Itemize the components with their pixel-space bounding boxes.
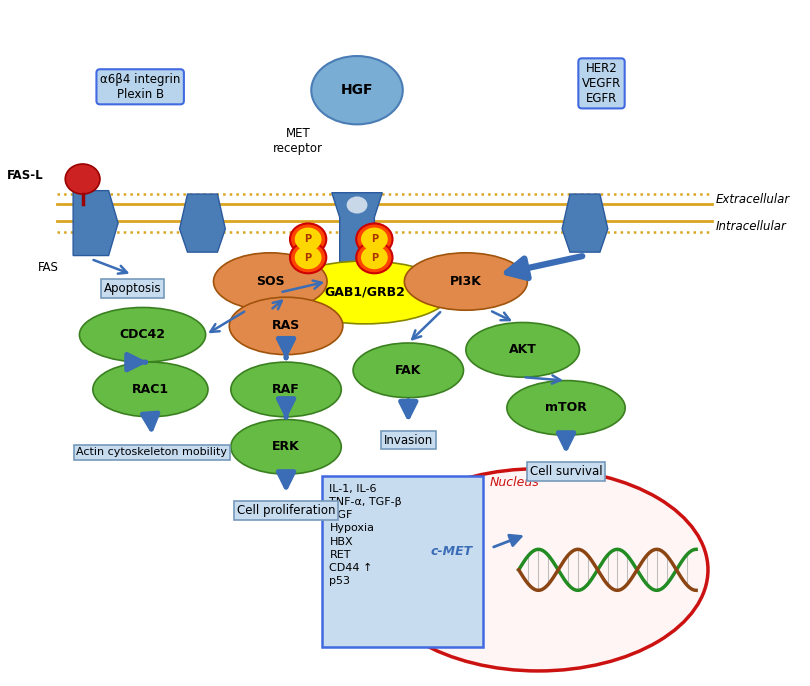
Text: Cell proliferation: Cell proliferation [237,504,335,517]
Text: MET
receptor: MET receptor [273,128,323,156]
Polygon shape [180,194,225,252]
Text: HER2
VEGFR
EGFR: HER2 VEGFR EGFR [582,62,621,105]
Text: mTOR: mTOR [545,401,587,414]
Text: P: P [305,234,312,244]
Ellipse shape [353,343,463,398]
Polygon shape [73,191,118,256]
Text: HGF: HGF [341,83,373,97]
Text: FAK: FAK [395,364,421,377]
Text: IL-1, IL-6
TNF-α, TGF-β
HGF
Hypoxia
HBX
RET
CD44 ↑
p53: IL-1, IL-6 TNF-α, TGF-β HGF Hypoxia HBX … [330,484,402,586]
Text: Cell survival: Cell survival [530,465,603,478]
Circle shape [295,228,322,251]
Text: RAF: RAF [272,383,300,396]
Circle shape [66,164,100,194]
Text: Extracellular: Extracellular [716,193,790,206]
Ellipse shape [231,362,341,417]
Circle shape [356,224,393,255]
Text: P: P [305,252,312,263]
Text: α6β4 integrin
Plexin B: α6β4 integrin Plexin B [100,73,181,101]
Ellipse shape [347,196,368,213]
Circle shape [295,246,322,269]
Circle shape [290,242,326,273]
Polygon shape [332,193,382,274]
Circle shape [356,242,393,273]
Text: AKT: AKT [509,343,536,356]
Text: Invasion: Invasion [384,434,433,447]
FancyBboxPatch shape [322,476,484,647]
Ellipse shape [369,469,708,671]
Text: PI3K: PI3K [450,275,482,288]
Ellipse shape [466,322,579,377]
Text: P: P [371,252,378,263]
Ellipse shape [404,253,527,310]
Text: FAS-L: FAS-L [6,169,43,182]
Text: RAS: RAS [272,320,301,333]
Circle shape [290,224,326,255]
Text: SOS: SOS [256,275,284,288]
Text: Apoptosis: Apoptosis [104,282,161,295]
Text: CDC42: CDC42 [120,329,165,342]
Text: Nucleus: Nucleus [490,476,539,489]
Text: GAB1/GRB2: GAB1/GRB2 [325,286,405,299]
Ellipse shape [79,307,206,362]
Text: P: P [371,234,378,244]
Text: Actin cytoskeleton mobility: Actin cytoskeleton mobility [76,447,228,458]
Ellipse shape [507,381,625,435]
Text: ERK: ERK [272,440,300,453]
Circle shape [361,228,388,251]
Text: c-MET: c-MET [431,545,473,558]
Text: Intracellular: Intracellular [716,220,787,233]
Ellipse shape [231,420,341,474]
Text: FAS: FAS [38,261,59,274]
Ellipse shape [229,297,343,355]
Text: RAC1: RAC1 [132,383,169,396]
Ellipse shape [214,253,327,310]
Ellipse shape [93,362,208,417]
Circle shape [361,246,388,269]
Polygon shape [562,194,608,252]
Ellipse shape [279,261,450,324]
Ellipse shape [311,56,403,124]
